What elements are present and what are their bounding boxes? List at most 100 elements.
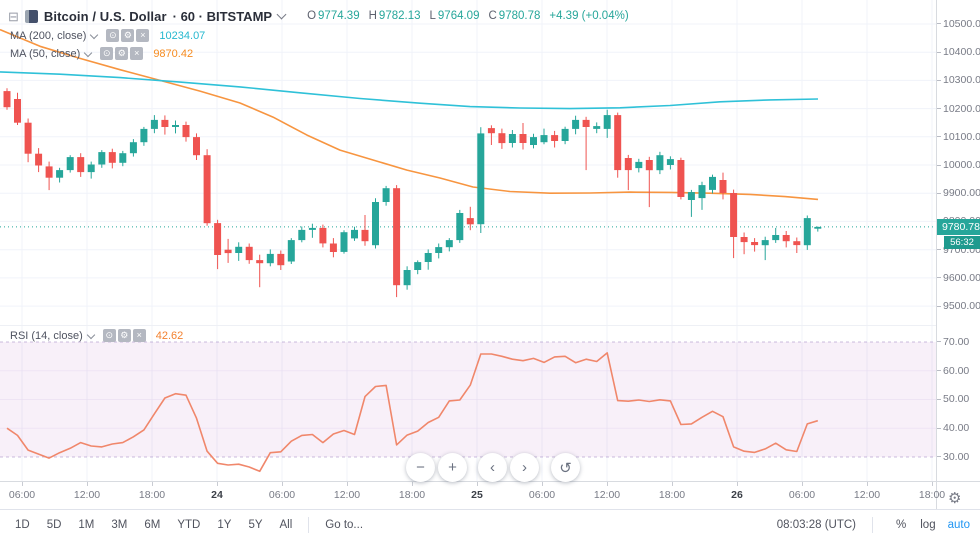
price-axis-label: 9900.00 (943, 187, 980, 200)
close-icon[interactable]: × (136, 29, 150, 42)
reset-chart-button[interactable]: ↺ (551, 453, 580, 482)
time-tick (87, 482, 88, 486)
price-tick (937, 164, 941, 166)
settings-icon[interactable]: ⚙ (115, 47, 129, 60)
candle (487, 128, 495, 134)
scroll-right-button[interactable]: › (510, 453, 539, 482)
candle (3, 91, 11, 108)
candle (414, 262, 422, 270)
candle (35, 153, 43, 166)
time-axis[interactable]: 06:00 12:00 18:00 24 06:00 12:00 18:00 25 06:00 1… (0, 482, 945, 509)
range-button-1y[interactable]: 1Y (217, 518, 232, 531)
settings-icon[interactable]: ⚙ (117, 329, 131, 342)
legend-ma200-controls: ⊙ ⚙ × (106, 29, 150, 42)
candle (45, 166, 53, 178)
rsi-axis-label: 60.00 (943, 364, 970, 377)
candle (319, 227, 327, 244)
ma200-line (0, 71, 819, 110)
candle (435, 247, 443, 253)
rsi-axis-label: 40.00 (943, 422, 970, 435)
visibility-icon[interactable]: ⊙ (100, 47, 114, 60)
clock-button[interactable]: 08:03:28 (UTC) (776, 518, 857, 531)
candle (87, 164, 95, 173)
scroll-left-button[interactable]: ‹ (478, 453, 507, 482)
close-icon[interactable]: × (132, 329, 146, 342)
range-button-6m[interactable]: 6M (144, 518, 161, 531)
range-button-3m[interactable]: 3M (111, 518, 128, 531)
candle (277, 253, 285, 266)
rsi-line (6, 352, 819, 473)
time-tick (542, 482, 543, 486)
rsi-pane[interactable] (0, 325, 936, 481)
price-tick (937, 23, 941, 25)
candle (624, 158, 632, 171)
time-axis-label: 12:00 (73, 489, 101, 501)
candle (24, 122, 32, 154)
percent-scale-button[interactable]: % (896, 518, 907, 531)
symbol-subtitle[interactable]: · 60 · BITSTAMP (172, 8, 273, 24)
log-scale-button[interactable]: log (920, 518, 936, 531)
range-button-all[interactable]: All (279, 518, 293, 531)
chevron-down-icon[interactable] (84, 48, 93, 57)
candle (656, 155, 664, 171)
candle (551, 135, 559, 141)
chevron-down-icon[interactable] (86, 330, 95, 339)
price-axis[interactable]: 9780.78 56:32 10500.00 10400.00 10300.00 10… (937, 0, 980, 481)
goto-button[interactable]: Go to... (325, 518, 364, 531)
range-button-1m[interactable]: 1M (78, 518, 95, 531)
pane-separator[interactable] (0, 325, 936, 326)
collapse-pane-icon[interactable]: ⊟ (8, 8, 19, 24)
chevron-down-icon[interactable] (90, 30, 99, 39)
candle (329, 243, 337, 252)
range-button-5y[interactable]: 5Y (248, 518, 263, 531)
price-tick (937, 192, 941, 194)
candle (235, 246, 243, 253)
gear-icon[interactable]: ⚙ (948, 490, 962, 507)
candle (119, 153, 127, 163)
change-value: +4.39 (+0.04%) (549, 10, 629, 22)
candle (351, 229, 358, 239)
low-value: 9764.09 (437, 10, 480, 22)
time-axis-label: 18:00 (138, 489, 166, 501)
range-button-ytd[interactable]: YTD (177, 518, 201, 531)
candle (66, 157, 74, 171)
legend-ma50-label: MA (50, close) (10, 47, 81, 60)
visibility-icon[interactable]: ⊙ (106, 29, 120, 42)
candle (730, 193, 738, 237)
candle (677, 160, 685, 197)
range-button-1d[interactable]: 1D (15, 518, 30, 531)
chevron-down-icon[interactable] (276, 9, 287, 20)
candle (645, 160, 653, 171)
close-icon[interactable]: × (130, 47, 144, 60)
auto-scale-button[interactable]: auto (947, 518, 970, 531)
range-buttons: 1D 5D 1M 3M 6M YTD 1Y 5Y All (15, 519, 292, 531)
symbol-title[interactable]: Bitcoin / U.S. Dollar (43, 8, 167, 24)
time-axis-label: 26 (731, 489, 743, 501)
time-tick (802, 482, 803, 486)
price-axis-label: 10500.00 (943, 17, 980, 30)
legend-rsi: RSI (14, close) ⊙ ⚙ × 42.62 (10, 329, 183, 342)
candle (150, 119, 158, 129)
price-pane[interactable] (0, 0, 936, 325)
candle (203, 155, 211, 224)
candle (635, 161, 643, 169)
zoom-out-button[interactable]: − (406, 453, 435, 482)
symbol-logo-icon (24, 9, 38, 23)
high-value: 9782.13 (378, 10, 421, 22)
candle (466, 218, 474, 225)
candle (761, 240, 769, 246)
candle (287, 240, 295, 262)
bar-countdown-badge: 56:32 (944, 236, 980, 249)
time-axis-label: 12:00 (853, 489, 881, 501)
candle (424, 253, 432, 262)
visibility-icon[interactable]: ⊙ (102, 329, 116, 342)
time-axis-label: 06:00 (8, 489, 36, 501)
candle (214, 223, 222, 255)
price-axis-border (936, 0, 937, 509)
candle (477, 133, 485, 225)
candle (403, 270, 411, 286)
settings-icon[interactable]: ⚙ (121, 29, 135, 42)
range-button-5d[interactable]: 5D (46, 518, 62, 531)
zoom-in-button[interactable]: + (438, 453, 467, 482)
candle (445, 240, 453, 248)
